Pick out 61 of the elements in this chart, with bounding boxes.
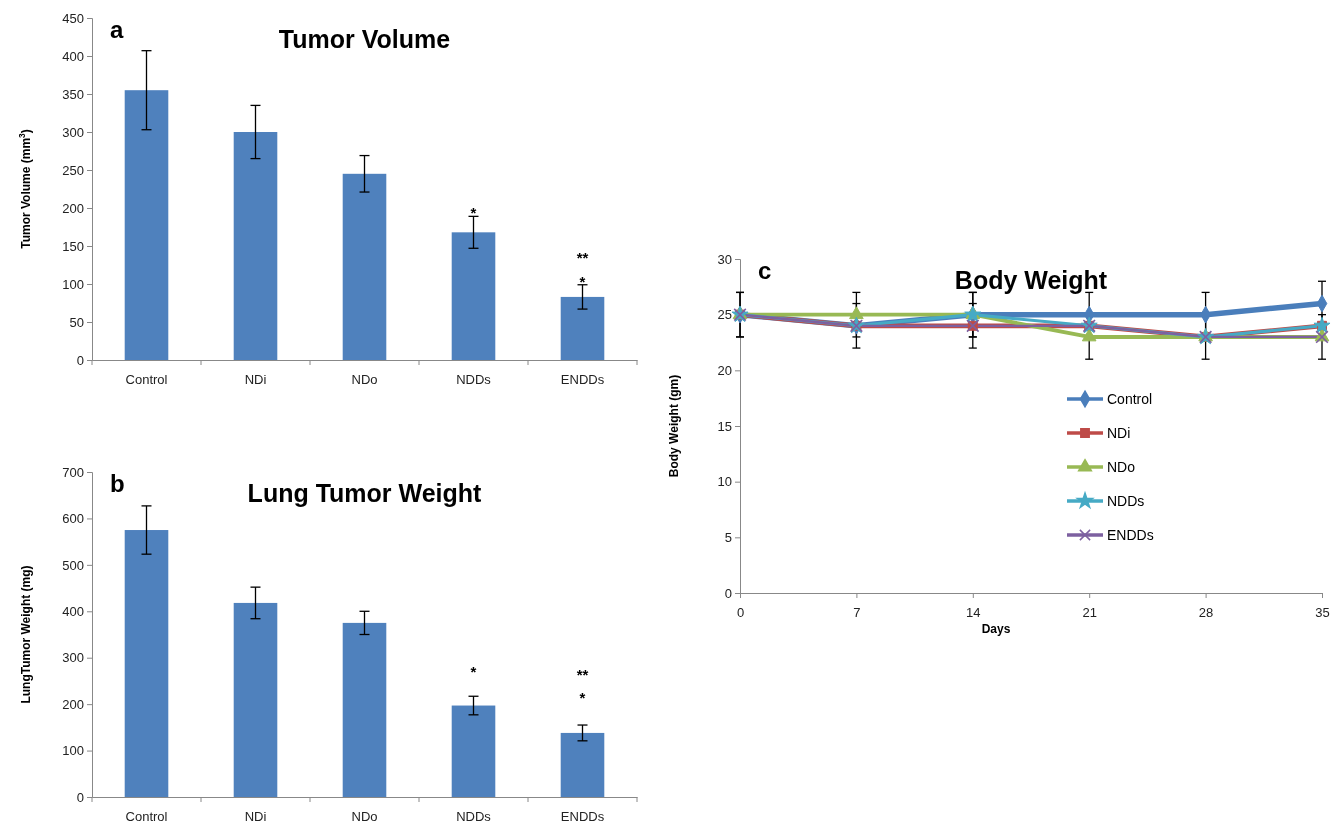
- annotation: *: [470, 663, 477, 681]
- x-tick-label: 35: [1315, 604, 1330, 620]
- x-tick-label: 0: [736, 604, 745, 620]
- x-tick-label: 14: [966, 604, 981, 620]
- y-tick-label: 200: [62, 200, 84, 216]
- y-tick-label: 25: [717, 307, 732, 323]
- y-tick-label: 450: [62, 10, 84, 26]
- x-tick-label: 28: [1198, 604, 1214, 620]
- y-tick-label: 5: [724, 529, 732, 545]
- legend-label: ENDDs: [1107, 527, 1154, 543]
- annotation: **: [576, 665, 589, 683]
- y-tick-label: 20: [717, 362, 732, 378]
- chart-title: Body Weight: [954, 266, 1108, 294]
- legend-label: NDi: [1107, 425, 1131, 441]
- y-tick-label: 700: [62, 464, 84, 480]
- x-axis-title: Days: [981, 622, 1011, 636]
- x-tick-label: NDi: [244, 808, 267, 824]
- annotation: *: [579, 688, 586, 706]
- x-tick-label: NDDs: [456, 808, 492, 824]
- y-tick-label: 200: [62, 696, 84, 712]
- x-tick-label: 7: [853, 604, 861, 620]
- annotation: a: [110, 16, 124, 43]
- y-tick-label: 500: [62, 557, 84, 573]
- x-tick-label: NDo: [351, 371, 378, 387]
- y-tick-label: 300: [62, 124, 84, 140]
- y-tick-label: 400: [62, 603, 84, 619]
- y-tick-label: 100: [62, 276, 84, 292]
- y-tick-label: 250: [62, 162, 84, 178]
- y-axis-title: LungTumor Weight (mg): [19, 565, 33, 704]
- x-tick-label: 21: [1082, 604, 1097, 620]
- y-axis-title: Body Weight (gm): [667, 374, 681, 478]
- legend-label: NDDs: [1107, 493, 1145, 509]
- y-tick-label: 30: [717, 251, 732, 267]
- y-tick-label: 15: [717, 418, 732, 434]
- y-tick-label: 0: [76, 352, 84, 368]
- x-tick-label: NDo: [351, 808, 378, 824]
- annotation: b: [110, 470, 125, 497]
- y-tick-label: 0: [76, 789, 84, 805]
- y-tick-label: 150: [62, 238, 84, 254]
- y-tick-label: 50: [69, 314, 84, 330]
- x-tick-label: NDi: [244, 371, 267, 387]
- chart-title: Lung Tumor Weight: [247, 479, 483, 507]
- x-tick-label: ENDDs: [560, 808, 605, 824]
- x-tick-label: ENDDs: [560, 371, 605, 387]
- y-tick-label: 0: [724, 585, 732, 601]
- annotation: *: [579, 272, 586, 290]
- chart-title: Tumor Volume: [278, 25, 451, 53]
- x-tick-label: NDDs: [456, 371, 492, 387]
- annotation: *: [470, 204, 477, 222]
- y-tick-label: 300: [62, 650, 84, 666]
- y-tick-label: 10: [717, 474, 732, 490]
- legend-label: Control: [1107, 391, 1153, 407]
- annotation: **: [576, 249, 589, 267]
- x-tick-label: Control: [125, 371, 168, 387]
- y-tick-label: 400: [62, 48, 84, 64]
- y-tick-label: 350: [62, 86, 84, 102]
- y-tick-label: 100: [62, 743, 84, 759]
- x-tick-label: Control: [125, 808, 168, 824]
- annotation: c: [758, 257, 772, 284]
- y-tick-label: 600: [62, 511, 84, 527]
- legend-label: NDo: [1107, 459, 1136, 475]
